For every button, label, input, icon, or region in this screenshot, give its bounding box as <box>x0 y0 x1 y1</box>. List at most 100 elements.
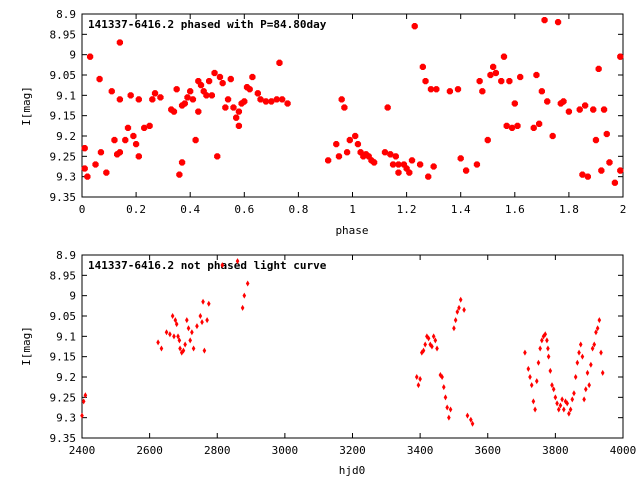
data-point <box>423 341 427 348</box>
data-point <box>195 323 199 330</box>
data-point <box>201 298 205 305</box>
data-point <box>279 96 286 103</box>
data-point <box>211 69 218 77</box>
data-point <box>555 400 559 407</box>
data-point <box>581 102 589 109</box>
data-point <box>430 343 434 350</box>
data-point <box>425 173 432 180</box>
data-point <box>174 321 179 328</box>
data-point <box>172 333 176 340</box>
data-point <box>249 73 256 81</box>
data-point <box>490 63 497 71</box>
data-point <box>572 390 576 397</box>
y-tick-label: 9.1 <box>56 89 76 102</box>
data-point <box>220 262 225 269</box>
data-point <box>116 96 124 103</box>
data-point <box>545 337 549 344</box>
data-point <box>556 406 561 413</box>
y-tick-label: 8.9 <box>56 8 76 21</box>
data-point <box>440 374 444 380</box>
data-point <box>553 394 558 401</box>
data-point <box>458 296 463 303</box>
x-tick-label: 0.4 <box>180 203 200 216</box>
data-point <box>465 412 470 419</box>
data-point <box>190 329 194 336</box>
data-point <box>156 339 160 346</box>
data-point <box>130 132 137 140</box>
y-tick-label: 9.25 <box>50 150 77 163</box>
data-point <box>546 345 550 352</box>
data-point <box>560 396 564 403</box>
data-point <box>135 96 142 103</box>
data-point <box>599 349 603 356</box>
data-point <box>395 169 402 176</box>
data-point <box>435 345 439 352</box>
data-point <box>224 96 232 103</box>
data-point <box>200 319 204 326</box>
data-point <box>240 304 245 311</box>
y-tick-label: 9.25 <box>50 391 77 404</box>
data-point <box>538 345 542 352</box>
x-tick-label: 0 <box>79 203 86 216</box>
y-tick-label: 8.95 <box>50 269 77 282</box>
data-point <box>457 304 461 311</box>
data-point <box>168 331 172 338</box>
data-point <box>86 53 94 60</box>
data-point <box>416 161 424 168</box>
data-point <box>195 108 202 115</box>
data-point <box>590 106 597 113</box>
data-point <box>127 92 134 99</box>
data-point <box>446 88 454 95</box>
data-point <box>395 161 402 168</box>
data-point <box>528 374 532 380</box>
data-point <box>80 412 84 419</box>
data-point <box>186 325 191 332</box>
y-tick-label: 9.15 <box>50 110 77 123</box>
data-point <box>192 136 199 144</box>
y-tick-label: 9 <box>69 290 76 303</box>
phased-y-axis-label: I[mag] <box>20 86 33 126</box>
data-point <box>611 179 619 186</box>
data-point <box>551 386 556 393</box>
data-point <box>146 122 153 129</box>
data-point <box>205 77 213 85</box>
data-point <box>343 149 351 156</box>
data-point <box>536 120 543 127</box>
data-point <box>164 329 169 336</box>
data-point <box>529 382 534 389</box>
data-point <box>580 353 585 360</box>
data-point <box>257 96 264 103</box>
data-point <box>284 100 291 107</box>
unphased-light-curve-panel: 141337-6416.2 not phased light curve hjd… <box>20 249 636 477</box>
data-point <box>170 108 178 115</box>
data-point <box>511 100 518 107</box>
y-tick-label: 9.1 <box>56 330 76 343</box>
data-point <box>341 104 348 111</box>
data-point <box>173 317 178 324</box>
data-point <box>157 94 164 101</box>
data-point <box>508 124 516 132</box>
data-point <box>430 163 437 170</box>
data-point <box>546 353 551 360</box>
data-point <box>273 96 280 103</box>
data-point <box>108 88 115 95</box>
data-point <box>597 317 602 324</box>
x-tick-label: 2800 <box>204 444 231 457</box>
y-tick-label: 9.35 <box>50 191 77 204</box>
y-tick-label: 9.3 <box>56 412 76 425</box>
data-point <box>462 167 470 174</box>
data-point <box>203 92 210 99</box>
data-point <box>585 369 590 376</box>
data-point <box>433 337 438 344</box>
data-point <box>206 300 211 307</box>
data-point <box>487 71 494 79</box>
data-point <box>548 367 553 374</box>
data-point <box>427 86 435 93</box>
x-tick-label: 0.2 <box>126 203 146 216</box>
data-point <box>245 280 250 287</box>
data-point <box>484 136 491 144</box>
data-point <box>111 136 118 144</box>
data-point <box>84 173 91 180</box>
data-point <box>159 345 164 352</box>
unphased-data-points <box>80 258 605 427</box>
